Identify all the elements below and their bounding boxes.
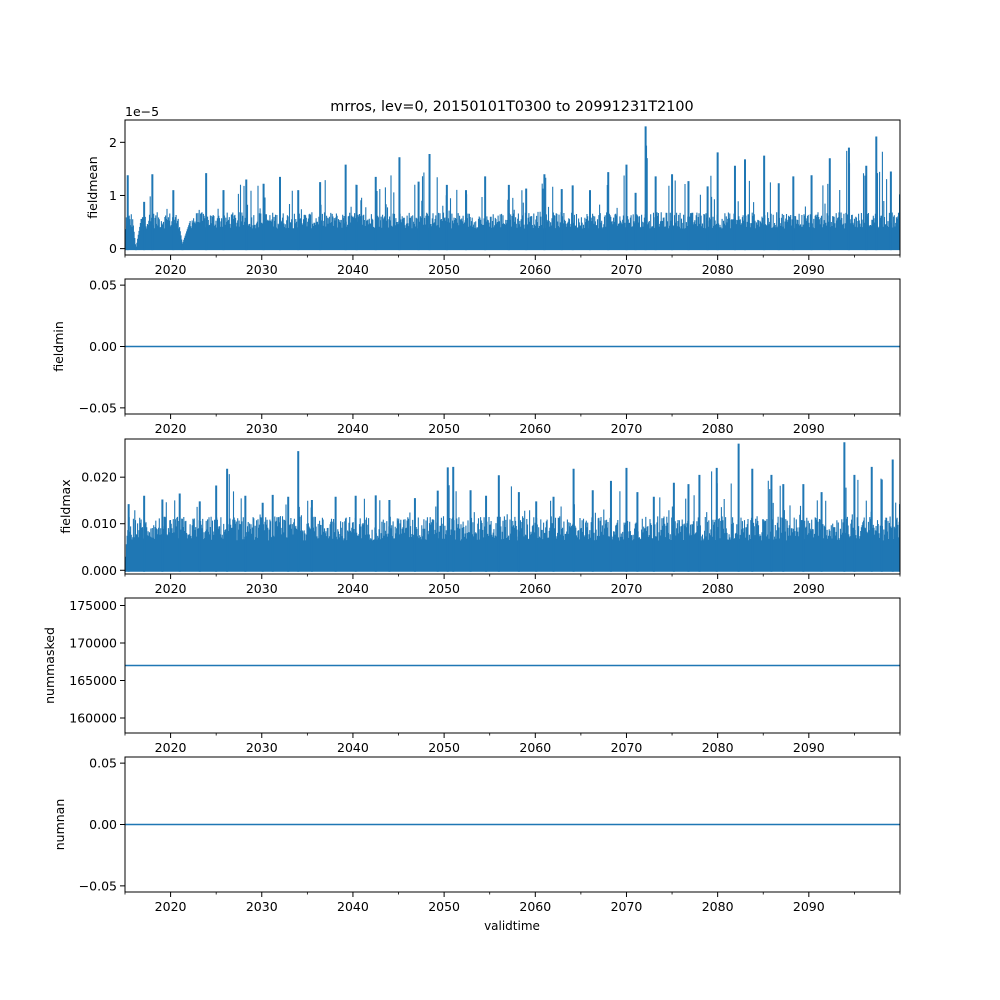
series-fill-fieldmean <box>125 145 900 251</box>
plot-area-fieldmean <box>125 126 900 251</box>
y-tick-label-fieldmax: 0.020 <box>81 470 117 485</box>
y-tick-label-fieldmin: 0.05 <box>89 278 117 293</box>
y-axis-label-fieldmin: fieldmin <box>51 321 66 372</box>
y-tick-label-numnan: 0.00 <box>89 817 117 832</box>
y-tick-label-fieldmean: 2 <box>109 135 117 150</box>
x-tick-label-numnan: 2060 <box>519 899 551 914</box>
y-axis-label-numnan: numnan <box>52 799 67 851</box>
y-tick-label-numnan: 0.05 <box>89 756 117 771</box>
x-tick-label-nummasked: 2020 <box>155 740 187 755</box>
plot-area-fieldmax <box>125 442 900 572</box>
x-tick-label-fieldmin: 2020 <box>155 421 187 436</box>
panel-numnan: 2020 2030 2040 2050 2060 2070 2080 2090 −0.05 0.0… <box>52 756 901 914</box>
axes-frame-fieldmax <box>124 438 901 575</box>
x-tick-label-numnan: 2050 <box>428 899 460 914</box>
series-fill-fieldmax <box>125 471 900 572</box>
x-tick-label-nummasked: 2050 <box>428 740 460 755</box>
y-axis-label-fieldmax: fieldmax <box>58 479 73 533</box>
panel-fieldmin: 2020 2030 2040 2050 2060 2070 2080 2090 −0.05 0.0… <box>51 278 901 436</box>
y-axis-label-fieldmean: fieldmean <box>85 156 100 218</box>
x-tick-label-fieldmean: 2030 <box>246 262 278 277</box>
y-tick-label-nummasked: 160000 <box>69 711 117 726</box>
x-tick-label-nummasked: 2080 <box>702 740 734 755</box>
x-tick-label-fieldmean: 2070 <box>611 262 643 277</box>
y-tick-label-fieldmean: 1 <box>109 188 117 203</box>
panel-fieldmax: 2020 2030 2040 2050 2060 2070 2080 2090 0.000 0.0… <box>58 438 901 596</box>
x-tick-label-nummasked: 2040 <box>337 740 369 755</box>
y-tick-label-numnan: −0.05 <box>79 878 117 893</box>
x-tick-label-fieldmin: 2070 <box>611 421 643 436</box>
y-tick-label-nummasked: 165000 <box>69 673 117 688</box>
y-tick-label-nummasked: 170000 <box>69 636 117 651</box>
x-tick-label-fieldmin: 2090 <box>793 421 825 436</box>
panel-nummasked: 2020 2030 2040 2050 2060 2070 2080 2090 160000 16… <box>42 597 901 755</box>
axes-frame-nummasked <box>124 597 901 734</box>
x-tick-label-numnan: 2080 <box>702 899 734 914</box>
y-tick-label-fieldmin: 0.00 <box>89 339 117 354</box>
axes-frame-fieldmean <box>124 119 901 256</box>
x-tick-label-numnan: 2020 <box>155 899 187 914</box>
x-tick-label-fieldmin: 2080 <box>702 421 734 436</box>
subplot-panels: 2020 2030 2040 2050 2060 2070 2080 2090 0 1 2 field… <box>42 104 901 914</box>
x-tick-label-nummasked: 2090 <box>793 740 825 755</box>
x-tick-label-fieldmax: 2070 <box>611 581 643 596</box>
x-tick-label-fieldmax: 2020 <box>155 581 187 596</box>
x-tick-label-fieldmin: 2030 <box>246 421 278 436</box>
x-tick-label-fieldmean: 2080 <box>702 262 734 277</box>
x-tick-label-fieldmax: 2050 <box>428 581 460 596</box>
x-tick-label-nummasked: 2030 <box>246 740 278 755</box>
x-tick-label-nummasked: 2060 <box>519 740 551 755</box>
x-tick-label-fieldmax: 2060 <box>519 581 551 596</box>
x-tick-label-fieldmean: 2060 <box>519 262 551 277</box>
x-tick-label-fieldmax: 2040 <box>337 581 369 596</box>
y-tick-label-fieldmax: 0.010 <box>81 516 117 531</box>
y-axis-label-nummasked: nummasked <box>42 627 57 704</box>
x-tick-label-fieldmean: 2090 <box>793 262 825 277</box>
x-axis-label: validtime <box>484 919 540 933</box>
x-tick-label-numnan: 2090 <box>793 899 825 914</box>
y-tick-label-nummasked: 175000 <box>69 598 117 613</box>
x-tick-label-numnan: 2030 <box>246 899 278 914</box>
x-tick-label-fieldmax: 2080 <box>702 581 734 596</box>
x-tick-label-numnan: 2070 <box>611 899 643 914</box>
y-tick-label-fieldmin: −0.05 <box>79 400 117 415</box>
y-tick-label-fieldmax: 0.000 <box>81 563 117 578</box>
y-tick-label-fieldmean: 0 <box>109 241 117 256</box>
panel-fieldmean: 2020 2030 2040 2050 2060 2070 2080 2090 0 1 2 field… <box>85 104 901 277</box>
x-tick-label-numnan: 2040 <box>337 899 369 914</box>
x-tick-label-nummasked: 2070 <box>611 740 643 755</box>
x-tick-label-fieldmean: 2050 <box>428 262 460 277</box>
x-tick-label-fieldmax: 2030 <box>246 581 278 596</box>
x-tick-label-fieldmin: 2050 <box>428 421 460 436</box>
offset-label-fieldmean: 1e−5 <box>125 104 159 119</box>
x-tick-label-fieldmax: 2090 <box>793 581 825 596</box>
x-tick-label-fieldmean: 2040 <box>337 262 369 277</box>
x-tick-label-fieldmin: 2060 <box>519 421 551 436</box>
x-tick-label-fieldmin: 2040 <box>337 421 369 436</box>
x-tick-label-fieldmean: 2020 <box>155 262 187 277</box>
figure-title: mrros, lev=0, 20150101T0300 to 20991231T… <box>330 99 693 115</box>
